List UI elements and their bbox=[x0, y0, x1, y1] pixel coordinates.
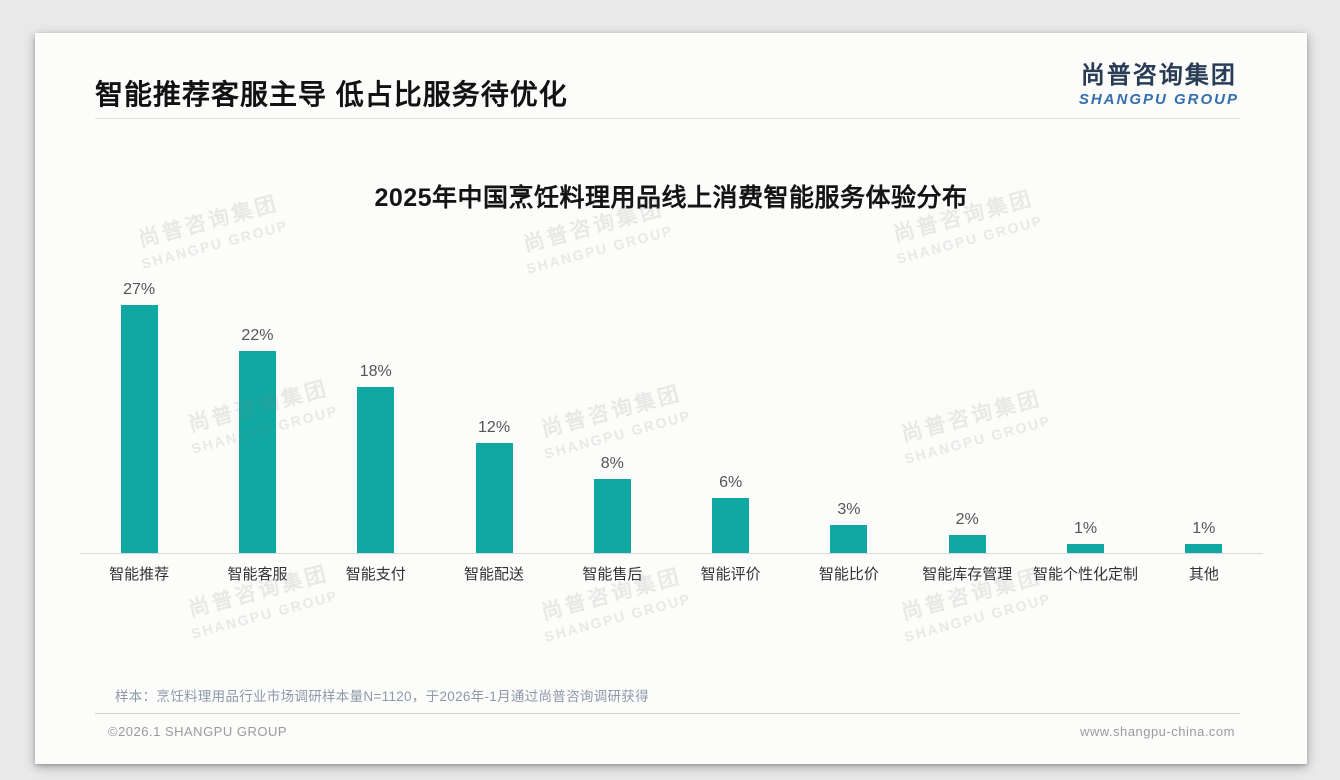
website-url: www.shangpu-china.com bbox=[1079, 724, 1235, 739]
bar-column: 22% bbox=[198, 273, 316, 553]
category-label: 智能库存管理 bbox=[922, 566, 1013, 583]
bar-value-label: 18% bbox=[359, 363, 392, 381]
x-axis-labels: 智能推荐 智能客服 智能支付 智能配送 智能售后 智能评价 智能比价 智能库存管理 智能个性化定… bbox=[80, 563, 1263, 584]
bar-value-label: 6% bbox=[719, 473, 743, 491]
bar-value-label: 1% bbox=[1073, 519, 1098, 537]
bar bbox=[1067, 543, 1105, 553]
category-label: 其他 bbox=[1188, 566, 1219, 583]
category-label: 智能客服 bbox=[227, 566, 288, 583]
bar-chart: 27% 22% 18% 12% 8% 6% 3% 2% 1% 1% bbox=[80, 273, 1263, 553]
bar-column: 27% bbox=[80, 273, 198, 553]
copyright-text: ©2026.1 SHANGPU GROUP bbox=[108, 724, 288, 739]
bar-column: 6% bbox=[671, 273, 789, 553]
category-label: 智能支付 bbox=[345, 566, 406, 583]
page-title: 智能推荐客服主导 低占比服务待优化 bbox=[95, 79, 568, 110]
bar-column: 1% bbox=[1026, 273, 1144, 553]
footer-divider bbox=[95, 713, 1240, 714]
watermark-english-text: SHANGPU GROUP bbox=[139, 217, 290, 272]
bar-value-label: 12% bbox=[478, 418, 511, 436]
bar-column: 12% bbox=[435, 273, 553, 553]
watermark-english-text: SHANGPU GROUP bbox=[902, 590, 1053, 645]
bar bbox=[120, 304, 158, 553]
bar bbox=[1185, 543, 1223, 553]
bar bbox=[593, 479, 631, 553]
watermark-english-text: SHANGPU GROUP bbox=[524, 222, 675, 277]
bar-column: 1% bbox=[1145, 273, 1263, 553]
category-label: 智能评价 bbox=[700, 566, 761, 583]
bar-value-label: 3% bbox=[837, 501, 861, 519]
slide-card: 智能推荐客服主导 低占比服务待优化 尚普咨询集团 SHANGPU GROUP 2… bbox=[35, 33, 1307, 764]
bar-column: 8% bbox=[553, 273, 671, 553]
x-axis-line bbox=[80, 553, 1263, 554]
chart-title: 2025年中国烹饪料理用品线上消费智能服务体验分布 bbox=[374, 184, 968, 212]
bar-column: 3% bbox=[790, 273, 908, 553]
company-logo: 尚普咨询集团 SHANGPU GROUP bbox=[1079, 55, 1239, 108]
category-label: 智能配送 bbox=[464, 566, 525, 583]
sample-footnote: 样本：烹饪料理用品行业市场调研样本量N=1120，于2026年-1月通过尚普咨询… bbox=[115, 689, 649, 704]
bar-value-label: 22% bbox=[241, 326, 274, 344]
bar-value-label: 8% bbox=[600, 455, 624, 473]
header-divider bbox=[95, 118, 1240, 119]
category-label: 智能推荐 bbox=[109, 566, 170, 583]
watermark-english-text: SHANGPU GROUP bbox=[542, 590, 693, 645]
bar-value-label: 27% bbox=[123, 280, 156, 298]
bar bbox=[712, 497, 750, 553]
bar bbox=[357, 387, 395, 553]
bar-column: 18% bbox=[317, 273, 435, 553]
bar bbox=[948, 534, 986, 553]
bar-column: 2% bbox=[908, 273, 1026, 553]
bar-value-label: 2% bbox=[955, 510, 979, 528]
watermark-english-text: SHANGPU GROUP bbox=[894, 212, 1045, 267]
category-label: 智能比价 bbox=[818, 566, 879, 583]
bar bbox=[238, 350, 276, 553]
category-label: 智能售后 bbox=[582, 566, 643, 583]
logo-chinese-text: 尚普咨询集团 bbox=[1080, 62, 1237, 89]
bar bbox=[475, 442, 513, 553]
watermark-english-text: SHANGPU GROUP bbox=[189, 587, 340, 642]
category-label: 智能个性化定制 bbox=[1033, 566, 1139, 583]
bar bbox=[830, 525, 868, 553]
bar-value-label: 1% bbox=[1192, 519, 1216, 537]
logo-english-text: SHANGPU GROUP bbox=[1078, 91, 1239, 108]
